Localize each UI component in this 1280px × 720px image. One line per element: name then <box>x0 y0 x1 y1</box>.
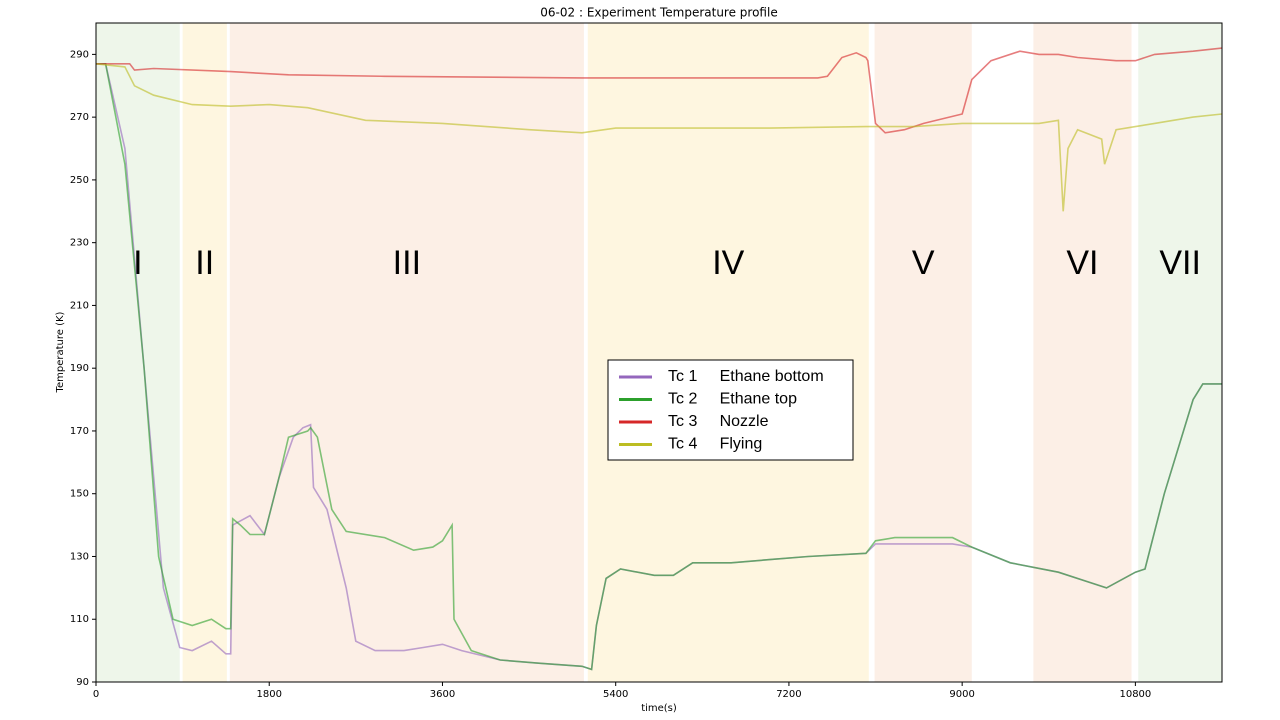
x-tick-label: 0 <box>93 689 99 700</box>
region-label: V <box>912 244 935 282</box>
legend-label: Tc 3 Nozzle <box>668 413 769 430</box>
region <box>182 23 227 682</box>
y-tick-label: 270 <box>70 112 89 123</box>
region-label: III <box>393 244 421 282</box>
x-axis-label: time(s) <box>641 703 677 714</box>
y-axis-label: Temperature (K) <box>55 311 66 393</box>
y-tick-label: 90 <box>76 677 89 688</box>
x-tick-label: 9000 <box>949 689 974 700</box>
series-line <box>95 63 1223 212</box>
y-tick-label: 230 <box>70 238 89 249</box>
region-label: VII <box>1159 244 1201 282</box>
y-tick-label: 110 <box>70 614 89 625</box>
x-tick-label: 1800 <box>257 689 282 700</box>
x-tick-label: 10800 <box>1119 689 1151 700</box>
y-tick-label: 190 <box>70 363 89 374</box>
region <box>229 23 584 682</box>
region-label: II <box>195 244 214 282</box>
region <box>587 23 869 682</box>
x-tick-label: 7200 <box>776 689 801 700</box>
y-tick-label: 250 <box>70 175 89 186</box>
region-label: VI <box>1066 244 1098 282</box>
series-line <box>96 47 1223 134</box>
region-label: IV <box>712 244 744 282</box>
y-tick-label: 130 <box>70 551 89 562</box>
series-line <box>96 63 1222 671</box>
legend-label: Tc 4 Flying <box>668 436 762 453</box>
region <box>1138 23 1222 682</box>
x-tick-label: 3600 <box>430 689 455 700</box>
region <box>874 23 972 682</box>
x-tick-label: 5400 <box>603 689 628 700</box>
y-tick-label: 210 <box>70 300 89 311</box>
chart-title: 06-02 : Experiment Temperature profile <box>540 6 777 20</box>
plot-frame <box>95 22 1223 683</box>
y-tick-label: 290 <box>70 49 89 60</box>
legend-label: Tc 1 Ethane bottom <box>668 368 824 385</box>
y-tick-label: 170 <box>70 426 89 437</box>
legend-label: Tc 2 Ethane top <box>668 391 797 408</box>
region <box>96 23 180 682</box>
y-tick-label: 150 <box>70 489 89 500</box>
region-label: I <box>133 244 142 282</box>
